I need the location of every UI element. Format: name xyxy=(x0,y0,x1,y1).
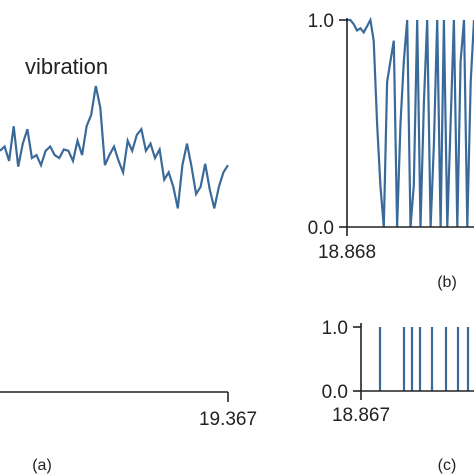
vibration-annotation: vibration xyxy=(25,54,108,79)
panel-c: 1.0 0.0 18.867 (c) xyxy=(322,318,474,474)
panel-a-x-tick-label: 19.367 xyxy=(199,409,257,430)
panel-c-label: (c) xyxy=(438,457,457,474)
panel-a-label: (a) xyxy=(32,457,52,474)
panel-a-vibration-line xyxy=(0,85,229,209)
panel-b-label: (b) xyxy=(437,274,457,291)
panel-c-spikes xyxy=(378,327,470,391)
panel-b-x-tick-label: 18.868 xyxy=(318,242,376,263)
panel-a: vibration 19.367 (a) xyxy=(0,54,257,474)
panel-b-signal-line xyxy=(347,16,474,228)
panel-b-y-tick-label-bottom: 0.0 xyxy=(308,218,334,239)
panel-c-y-tick-label-top: 1.0 xyxy=(322,318,348,339)
panel-c-y-tick-label-bottom: 0.0 xyxy=(322,382,348,403)
panel-b: 1.0 0.0 18.868 (b) xyxy=(308,11,474,291)
panel-c-x-tick-label: 18.867 xyxy=(332,405,390,426)
panel-b-y-tick-label-top: 1.0 xyxy=(308,11,334,32)
